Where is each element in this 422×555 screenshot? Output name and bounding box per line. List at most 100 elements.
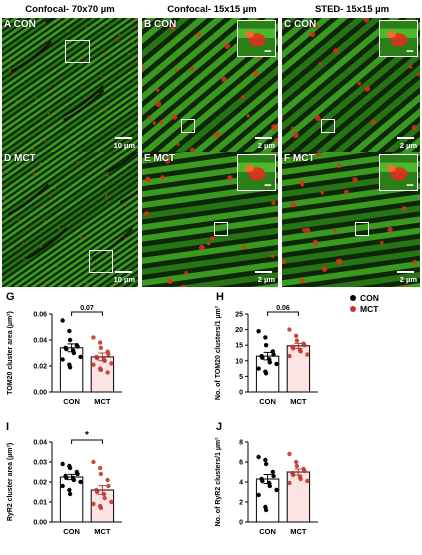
data-point-con	[264, 343, 268, 347]
data-point-con	[263, 458, 267, 462]
roi-box	[321, 119, 335, 133]
chart-panel-letter: H	[216, 291, 224, 303]
data-point-mct	[99, 346, 103, 350]
x-tick-label: CON	[259, 527, 276, 536]
data-point-con	[72, 478, 76, 482]
x-tick-label: MCT	[94, 527, 111, 536]
data-point-mct	[106, 352, 110, 356]
y-tick-label: 0.00	[33, 390, 47, 397]
y-tick-label: 0.02	[33, 364, 47, 371]
data-point-con	[274, 488, 278, 492]
scale-bar	[115, 271, 132, 273]
x-tick-label: CON	[259, 397, 276, 406]
significance-label: *	[85, 430, 89, 441]
data-point-mct	[287, 481, 291, 485]
scale-bar	[397, 137, 414, 139]
data-point-mct	[98, 466, 102, 470]
chart-panel-letter: G	[6, 291, 15, 303]
significance-label: 0.06	[276, 305, 290, 312]
data-point-mct	[102, 496, 106, 500]
data-point-mct	[287, 354, 291, 358]
data-point-con	[68, 365, 72, 369]
x-tick-label: MCT	[94, 397, 111, 406]
y-tick-label: 2	[239, 500, 243, 507]
data-point-con	[60, 318, 64, 322]
data-point-con	[78, 355, 82, 359]
data-point-con	[256, 366, 260, 370]
data-point-con	[64, 347, 68, 351]
data-point-mct	[305, 352, 309, 356]
y-tick-label: 0	[239, 390, 243, 397]
x-tick-label: CON	[63, 397, 80, 406]
data-point-mct	[106, 484, 110, 488]
panel-label-b: B CON	[144, 19, 176, 30]
scale-bar	[115, 137, 132, 139]
data-point-con	[271, 470, 275, 474]
data-point-mct	[99, 472, 103, 476]
bar-con	[60, 348, 82, 392]
significance-label: 0.07	[80, 305, 94, 312]
data-point-mct	[105, 478, 109, 482]
data-point-con	[274, 362, 278, 366]
data-point-mct	[302, 343, 306, 347]
panel-label-a: A CON	[4, 19, 36, 30]
data-point-con	[72, 351, 76, 355]
y-tick-label: 0.04	[33, 440, 47, 447]
data-point-mct	[302, 469, 306, 473]
scale-bar	[255, 137, 272, 139]
y-axis-label: No. of TOM20 clusters/1 µm²	[215, 305, 222, 400]
data-point-con	[60, 462, 64, 466]
y-tick-label: 0.03	[33, 460, 47, 467]
panel-label-f: F MCT	[284, 153, 315, 164]
data-point-mct	[295, 464, 299, 468]
y-tick-label: 10	[235, 358, 243, 365]
data-point-con	[263, 335, 267, 339]
data-point-con	[271, 352, 275, 356]
panel-image-d	[2, 152, 138, 287]
data-point-con	[64, 476, 68, 480]
panel-label-e: E MCT	[144, 153, 175, 164]
x-tick-label: MCT	[290, 397, 307, 406]
legend-con-label: CON	[360, 293, 379, 303]
data-point-con	[268, 360, 272, 364]
data-point-con	[78, 480, 82, 484]
data-point-con	[256, 493, 260, 497]
data-point-con	[67, 329, 71, 333]
roi-box	[355, 222, 369, 236]
data-point-con	[264, 462, 268, 466]
roi-box	[214, 222, 228, 236]
scale-bar	[397, 271, 414, 273]
panel-image-a	[2, 18, 138, 153]
chart-panel-letter: I	[6, 421, 9, 433]
y-tick-label: 15	[235, 343, 243, 350]
data-point-con	[60, 484, 64, 488]
data-point-con	[256, 455, 260, 459]
legend: CON MCT	[350, 292, 379, 314]
legend-mct-marker	[350, 306, 356, 312]
bar-con	[256, 479, 278, 522]
y-tick-label: 0	[239, 520, 243, 527]
y-tick-label: 8	[239, 440, 243, 447]
data-point-con	[264, 371, 268, 375]
significance-bracket	[268, 312, 299, 316]
y-axis-label: RyR2 cluster area (µm²)	[7, 443, 14, 521]
y-tick-label: 5	[239, 374, 243, 381]
x-tick-label: MCT	[290, 527, 307, 536]
legend-con-marker	[350, 295, 356, 301]
legend-mct: MCT	[350, 303, 379, 314]
panel-label-c: C CON	[284, 19, 316, 30]
data-point-con	[68, 492, 72, 496]
data-point-con	[271, 474, 275, 478]
data-point-mct	[298, 477, 302, 481]
y-axis-label: TOM20 cluster area (µm²)	[7, 311, 14, 395]
panel-label-d: D MCT	[4, 153, 36, 164]
zoom-inset	[379, 154, 418, 191]
data-point-mct	[291, 473, 295, 477]
